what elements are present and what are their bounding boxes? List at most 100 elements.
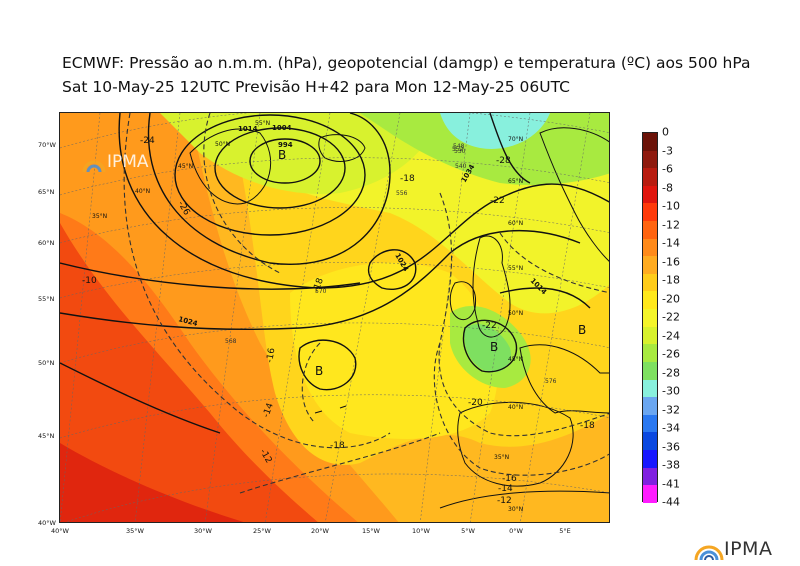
low-center-uk: B: [490, 340, 498, 354]
geopot-label-576: 576: [545, 378, 557, 385]
temp-label-16a: -16: [265, 347, 277, 363]
chart-subtitle: Sat 10-May-25 12UTC Previsão H+42 para M…: [62, 78, 570, 96]
colorbar-segment: [643, 238, 657, 257]
lat-label: 60°N: [38, 239, 55, 247]
grid-label-40n-e: 40°N: [508, 404, 523, 411]
low-center-azores: B: [315, 364, 323, 378]
grid-label-45n-w: 45°N: [178, 163, 193, 170]
azores-islands: [314, 405, 347, 414]
colorbar-label: -38: [662, 458, 680, 472]
graticule: [60, 113, 609, 522]
isobar-1004: [214, 127, 346, 209]
colorbar-segment: [643, 309, 657, 327]
lon-label: 35°W: [126, 527, 144, 535]
colorbar-label: -14: [662, 236, 680, 250]
ipma-logo-text: IPMA: [724, 538, 773, 560]
ipma-arc-icon: [694, 545, 724, 561]
geopot-label-540: 540: [455, 163, 467, 170]
geopot-label-556: 556: [396, 190, 408, 197]
lon-label: 5°W: [461, 527, 475, 535]
temp-label-16b: -16: [502, 474, 517, 484]
temp-field-cold-nw: [160, 113, 440, 194]
iceland-coast: [318, 134, 366, 162]
isobar-1024-sw: [60, 362, 221, 434]
map-logo-text: IPMA: [107, 152, 149, 172]
scandinavia-coast: [539, 127, 609, 262]
lon-label: 25°W: [253, 527, 271, 535]
grid-label-50n-e: 50°N: [508, 310, 523, 317]
north-africa-coast: [439, 490, 609, 509]
geopot-label-530: 530: [454, 148, 466, 155]
ipma-arc-icon: [82, 160, 106, 173]
ireland-coast: [449, 281, 477, 321]
colorbar-segment: [643, 150, 657, 169]
weather-map: B B B B 1004 994 1014 1024 1024 1034 101…: [59, 112, 610, 523]
map-watermark-logo: IPMA: [82, 152, 152, 176]
grid-label-50n-w: 50°N: [215, 141, 230, 148]
colorbar-segment: [643, 203, 657, 222]
colorbar-label: 0: [662, 125, 669, 139]
geopot-label-570: 570: [315, 288, 327, 295]
colorbar-label: -34: [662, 421, 680, 435]
colorbar-label: -24: [662, 329, 680, 342]
colorbar-label: -28: [662, 366, 680, 379]
isobar-1014-ne: [489, 113, 531, 184]
temp-label-22b: -22: [482, 321, 497, 331]
colorbar-label: -3: [662, 144, 673, 157]
geopot-label-548: 548: [453, 143, 465, 150]
colorbar-segment: [643, 449, 657, 468]
temp-field-green-uk2: [464, 324, 511, 373]
lat-label: 65°N: [38, 188, 55, 196]
colorbar-segment: [643, 414, 657, 433]
colorbar-segment: [643, 485, 657, 503]
isobar-1019: [118, 113, 609, 289]
isobars: [60, 113, 609, 434]
colorbar-label: -16: [662, 255, 680, 268]
isobar-1029: [60, 262, 361, 290]
temp-field-dark-red: [60, 443, 244, 522]
colorbar-segment: [643, 256, 657, 274]
isobar-label-994: 994: [278, 141, 293, 149]
low-center-iceland: B: [278, 148, 286, 162]
temp-field-yellow2: [290, 262, 498, 439]
lon-label: 10°W: [412, 527, 430, 535]
colorbar-segment: [643, 432, 657, 450]
lat-label: 45°N: [38, 432, 55, 440]
grid-label-45n-e: 45°N: [508, 356, 523, 363]
isobar-1014: [147, 113, 391, 265]
lat-label: 55°N: [38, 295, 55, 303]
grid-label-30n-e: 30°N: [508, 506, 523, 513]
iberia-coast: [457, 401, 574, 487]
low-center-east: B: [578, 323, 586, 337]
temp-field-cyan-n: [440, 113, 550, 149]
temp-field-green-n: [360, 113, 609, 185]
geopotential-lines: [123, 113, 609, 494]
colorbar-label: -44: [662, 495, 680, 509]
lon-label: 0°W: [509, 527, 523, 535]
temp-label-18d: -18: [311, 277, 326, 294]
lon-label: 20°W: [311, 527, 329, 535]
temp-field-red: [60, 223, 318, 522]
isobar-1024b: [367, 249, 417, 290]
temp-label-24: -24: [140, 136, 155, 146]
ipma-logo: IPMA: [694, 538, 784, 562]
uk-coast: [472, 235, 511, 338]
colorbar-label: -18: [662, 273, 680, 287]
colorbar-label: -22: [662, 310, 680, 324]
grid-label-40n-w: 40°N: [135, 188, 150, 195]
lat-label: 40°W: [38, 519, 56, 527]
grid-label-55n-e: 55°N: [508, 265, 523, 272]
grid-label-65n-e: 65°N: [508, 178, 523, 185]
france-coast: [519, 344, 609, 414]
lat-label: 70°W: [38, 141, 56, 149]
lon-label: 30°W: [194, 527, 212, 535]
lon-label: 40°W: [51, 527, 69, 535]
isobar-1009: [174, 114, 366, 236]
colorbar-segment: [643, 168, 657, 186]
colorbar-segment: [643, 185, 657, 204]
lat-label: 50°N: [38, 359, 55, 367]
temp-label-18a: -18: [400, 174, 415, 184]
chart-title: ECMWF: Pressão ao n.m.m. (hPa), geopoten…: [62, 54, 751, 72]
grid-label-70n-e: 70°N: [508, 136, 523, 143]
colorbar-label: -10: [662, 199, 680, 213]
